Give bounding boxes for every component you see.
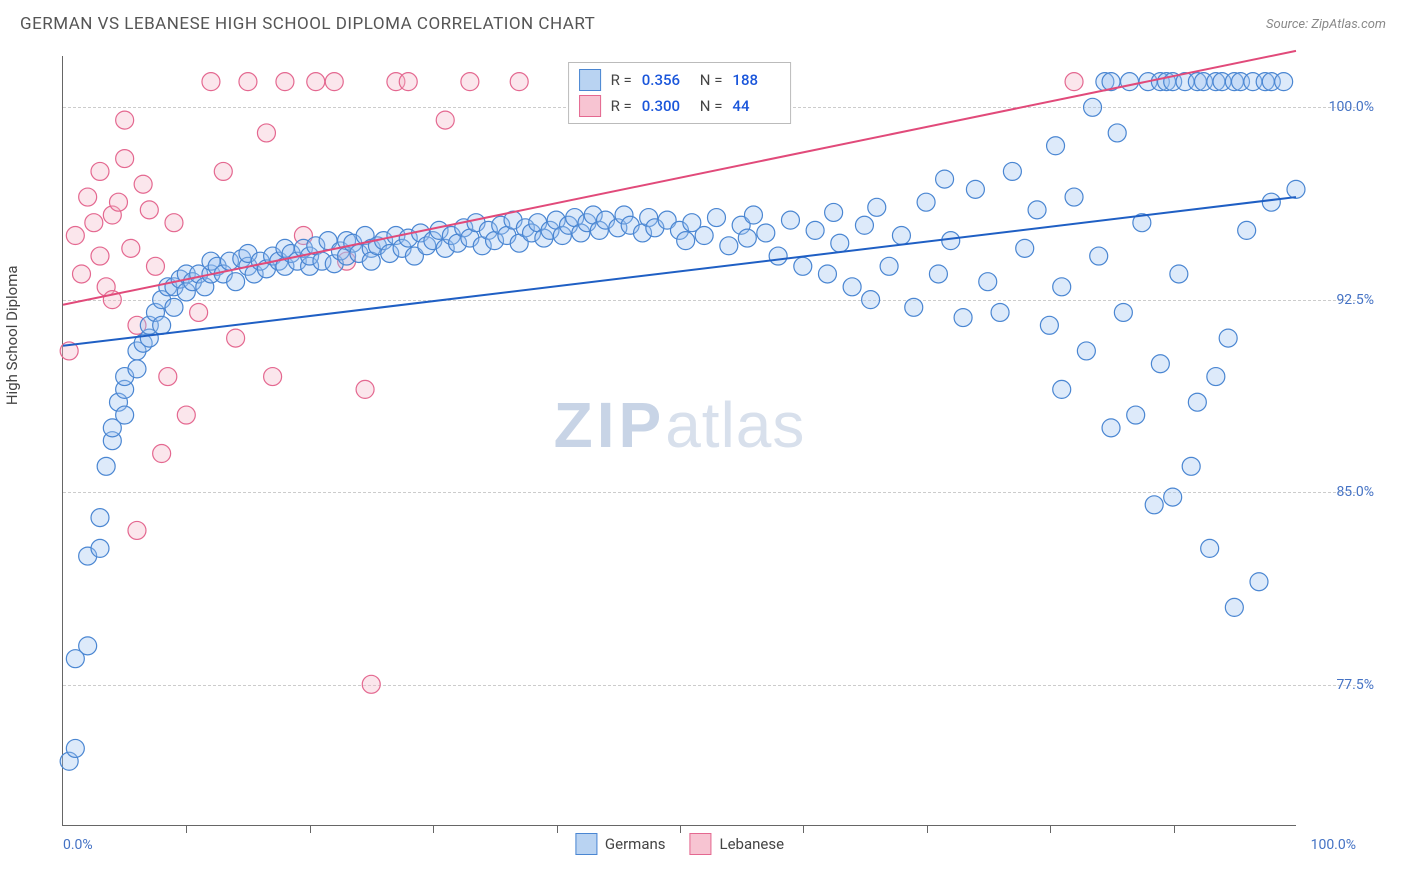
correlation-legend: R = 0.356 N = 188 R = 0.300 N = 44 [568,62,792,124]
legend-row-germans: R = 0.356 N = 188 [579,67,781,93]
x-label-right: 100.0% [1311,837,1356,853]
y-tick-label: 100.0% [1329,99,1374,115]
n-value-0: 188 [732,71,780,89]
y-tick-label: 92.5% [1336,292,1374,308]
n-label-0: N = [700,71,723,89]
chart-container: High School Diploma ZIPatlas R = 0.356 N… [20,48,1386,884]
germans-swatch [579,69,601,91]
plot-area: ZIPatlas R = 0.356 N = 188 R = 0.300 N =… [62,56,1296,826]
chart-title: GERMAN VS LEBANESE HIGH SCHOOL DIPLOMA C… [20,14,595,34]
germans-swatch-bottom [575,833,597,855]
lebanese-swatch [579,95,601,117]
r-value-1: 0.300 [642,97,690,115]
germans-label: Germans [605,835,666,853]
x-label-left: 0.0% [63,837,93,853]
lebanese-swatch-bottom [690,833,712,855]
y-axis-label: High School Diploma [3,265,21,405]
trend-lines-layer [63,56,1296,825]
y-tick-label: 85.0% [1336,484,1374,500]
series-legend: Germans Lebanese [575,833,784,855]
legend-row-lebanese: R = 0.300 N = 44 [579,93,781,119]
legend-item-germans: Germans [575,833,666,855]
lebanese-label: Lebanese [720,835,785,853]
n-value-1: 44 [732,97,780,115]
trend-line [63,197,1296,346]
legend-item-lebanese: Lebanese [690,833,785,855]
r-value-0: 0.356 [642,71,690,89]
r-label-0: R = [611,71,632,89]
source-attribution: Source: ZipAtlas.com [1266,17,1386,32]
r-label-1: R = [611,97,632,115]
n-label-1: N = [700,97,723,115]
y-tick-label: 77.5% [1336,677,1374,693]
